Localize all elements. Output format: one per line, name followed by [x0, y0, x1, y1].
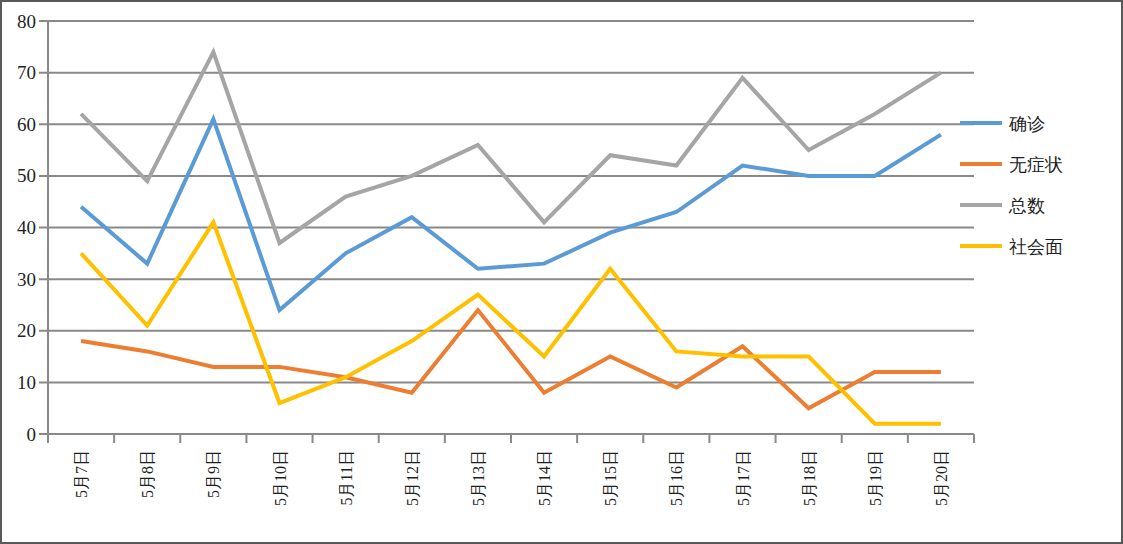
x-tick-label: 5月15日	[602, 450, 619, 506]
x-tick-label: 5月9日	[205, 450, 222, 498]
series-line-2	[81, 52, 941, 243]
y-tick-label: 10	[17, 372, 36, 393]
x-tick-label: 5月14日	[536, 450, 553, 506]
x-tick-label: 5月12日	[404, 450, 421, 506]
legend-label-0: 确诊	[1008, 114, 1045, 134]
legend-label-1: 无症状	[1009, 155, 1063, 175]
legend: 确诊无症状总数社会面	[960, 114, 1063, 257]
y-tick-label: 40	[17, 217, 36, 238]
legend-label-2: 总数	[1008, 196, 1045, 216]
x-tick-label: 5月18日	[801, 450, 818, 506]
y-tick-label: 30	[17, 269, 36, 290]
y-tick-label: 0	[27, 424, 37, 445]
x-tick-label: 5月20日	[933, 450, 950, 506]
y-tick-label: 60	[17, 114, 36, 135]
x-tick-label: 5月7日	[73, 450, 90, 498]
x-tick-label: 5月10日	[272, 450, 289, 506]
y-tick-label: 80	[17, 11, 36, 32]
y-tick-label: 70	[17, 62, 36, 83]
x-tick-label: 5月8日	[139, 450, 156, 498]
series-line-3	[81, 222, 941, 423]
x-tick-label: 5月17日	[735, 450, 752, 506]
y-tick-label: 20	[17, 320, 36, 341]
legend-label-3: 社会面	[1009, 237, 1063, 257]
y-tick-label: 50	[17, 165, 36, 186]
x-tick-label: 5月11日	[338, 450, 355, 505]
x-tick-label: 5月13日	[470, 450, 487, 506]
x-tick-label: 5月19日	[867, 450, 884, 506]
x-tick-label: 5月16日	[668, 450, 685, 506]
chart-frame: 0 10 20 30 40 50 60 70 80 5月7日 5月8日 5月9日 5月10日 5月11日 5…	[0, 0, 1123, 544]
line-chart: 0 10 20 30 40 50 60 70 80 5月7日 5月8日 5月9日 5月10日 5月11日 5…	[2, 2, 1121, 542]
